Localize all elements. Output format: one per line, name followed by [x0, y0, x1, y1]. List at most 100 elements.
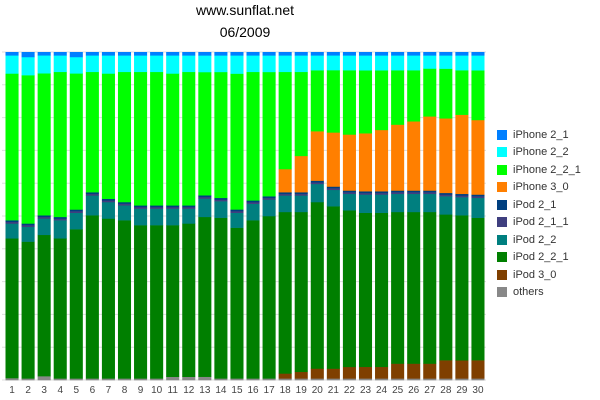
- bar-segment: [375, 194, 389, 213]
- bar-segment: [69, 52, 83, 58]
- bar-segment: [310, 55, 324, 71]
- bar-segment: [37, 73, 51, 216]
- bar-segment: [117, 52, 132, 56]
- bar-segment: [375, 55, 389, 71]
- bar-segment: [53, 71, 67, 218]
- bar-segment: [407, 192, 421, 195]
- bar-segment: [101, 52, 115, 56]
- bar-segment: [278, 211, 292, 374]
- bar-segment: [21, 223, 35, 226]
- bar-segment: [278, 193, 292, 196]
- bar-segment: [471, 55, 485, 71]
- bar-segment: [342, 378, 356, 381]
- bar-segment: [182, 205, 196, 208]
- legend-swatch: [497, 217, 507, 228]
- bar-segment: [471, 194, 485, 197]
- bar-segment: [5, 52, 19, 56]
- bar-segment: [85, 52, 99, 56]
- x-tick-label: 17: [264, 385, 276, 396]
- bar-segment: [53, 220, 67, 239]
- bars: [5, 52, 485, 381]
- legend-swatch: [497, 129, 507, 140]
- bar-segment: [326, 189, 340, 207]
- x-tick-label: 22: [344, 385, 356, 396]
- x-tick-label: 10: [151, 385, 163, 396]
- bar-segment: [407, 211, 421, 364]
- x-tick-label: 14: [215, 385, 227, 396]
- bar-segment: [214, 55, 228, 73]
- bar-segment: [342, 55, 356, 71]
- bar-segment: [455, 195, 469, 198]
- bar-segment: [471, 197, 485, 218]
- bar-segment: [117, 71, 132, 203]
- legend-item: iPhone 2_2: [497, 144, 581, 162]
- x-tick-label: 26: [408, 385, 420, 396]
- bar-segment: [37, 55, 51, 74]
- legend-label: iPod 2_2: [513, 233, 557, 246]
- bar-segment: [294, 211, 308, 373]
- bar-segment: [214, 197, 228, 200]
- legend-label: others: [513, 286, 544, 299]
- legend-item: iPod 2_2: [497, 231, 581, 249]
- bar-segment: [423, 68, 437, 117]
- x-tick-label: 29: [456, 385, 468, 396]
- bar-segment: [117, 203, 132, 206]
- bar-segment: [166, 225, 180, 378]
- bar-segment: [439, 378, 453, 381]
- bar-segment: [407, 190, 421, 193]
- bar-segment: [5, 223, 19, 239]
- bar-segment: [326, 186, 340, 189]
- bar-segment: [37, 218, 51, 236]
- bar-segment: [375, 52, 389, 56]
- x-tick-label: 2: [25, 385, 31, 396]
- bar-segment: [294, 371, 308, 379]
- bar-segment: [214, 201, 228, 218]
- x-tick-label: 25: [392, 385, 404, 396]
- bar-segment: [439, 52, 453, 56]
- bar-segment: [37, 234, 51, 377]
- bar-segment: [310, 183, 324, 203]
- bar-segment: [134, 55, 148, 73]
- bar-segment: [326, 132, 340, 187]
- bar-segment: [37, 215, 51, 218]
- legend-item: iPod 2_1_1: [497, 214, 581, 232]
- bar-segment: [375, 366, 389, 379]
- bar-segment: [53, 238, 67, 379]
- bar-segment: [423, 193, 437, 213]
- bar-segment: [85, 195, 99, 216]
- bar-segment: [407, 363, 421, 379]
- bar-segment: [342, 192, 356, 195]
- bar-segment: [150, 52, 164, 56]
- bar-segment: [166, 52, 180, 56]
- bar-segment: [69, 378, 83, 381]
- bar-segment: [278, 52, 292, 56]
- bar-segment: [214, 71, 228, 199]
- bar-segment: [134, 52, 148, 56]
- bar-segment: [214, 378, 228, 381]
- bar-segment: [101, 73, 115, 199]
- legend-label: iPod 2_1: [513, 198, 557, 211]
- bar-segment: [439, 55, 453, 69]
- bar-segment: [5, 378, 19, 381]
- chart-legend: iPhone 2_1 iPhone 2_2 iPhone 2_2_1 iPhone 3…: [497, 126, 581, 301]
- bar-segment: [101, 198, 115, 201]
- bar-segment: [69, 209, 83, 212]
- legend-item: iPod 2_1: [497, 196, 581, 214]
- bar-segment: [358, 133, 373, 192]
- x-tick-label: 20: [312, 385, 324, 396]
- bar-segment: [423, 55, 437, 69]
- legend-item: iPod 2_2_1: [497, 249, 581, 267]
- bar-segment: [407, 378, 421, 381]
- bar-segment: [326, 52, 340, 56]
- bar-segment: [69, 211, 83, 214]
- legend-label: iPhone 2_1: [513, 128, 569, 141]
- bar-segment: [423, 378, 437, 381]
- bar-segment: [166, 376, 180, 381]
- chart-subtitle: 06/2009: [219, 24, 271, 40]
- bar-segment: [471, 378, 485, 381]
- bar-segment: [375, 70, 389, 131]
- bar-segment: [246, 201, 260, 204]
- bar-segment: [214, 199, 228, 202]
- bar-segment: [342, 52, 356, 56]
